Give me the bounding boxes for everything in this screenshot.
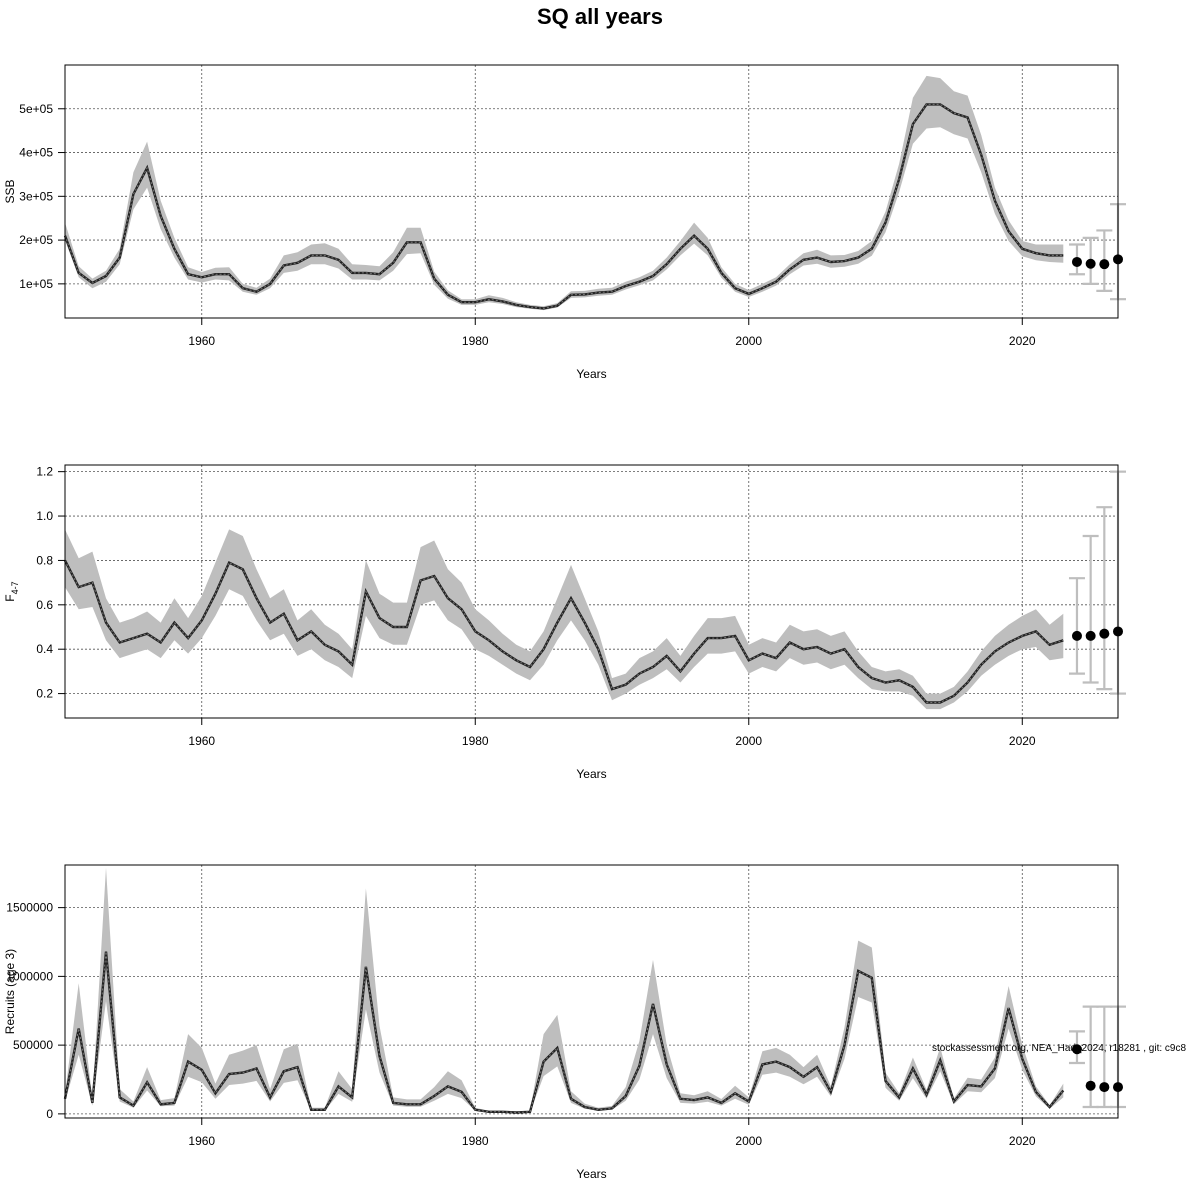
y-tick-label: 1.0 [36,509,53,523]
y-axis-title: Recruits (age 3) [3,949,17,1034]
y-tick-label: 1.2 [36,465,53,479]
forecast-point [1085,1080,1096,1091]
x-tick-label: 2020 [1009,1134,1036,1148]
panels: 1960 1980 2000 2020 1e+05 2e+05 3e+05 4e+05 5e+0… [3,64,1126,1181]
y-tick-label: 0.2 [36,687,53,701]
x-tick-label: 1980 [462,734,489,748]
x-tick-label: 2020 [1009,734,1036,748]
estimate-line-dots [64,103,1064,309]
forecast-point [1071,256,1082,267]
x-tick-label: 1960 [188,1134,215,1148]
y-tick-label: 2e+05 [19,233,53,247]
panel-1: 1960 1980 2000 2020 1e+05 2e+05 3e+05 4e+05 5e+0… [3,64,1126,381]
forecast-point [1085,630,1096,641]
x-tick-label: 1960 [188,734,215,748]
x-tick-label: 2000 [735,734,762,748]
y-tick-label: 1e+05 [19,277,53,291]
chart-title: SQ all years [537,4,663,29]
x-tick-label: 2000 [735,1134,762,1148]
estimate-line-dots [64,951,1064,1114]
y-axis-title: F4-7 [3,581,20,601]
forecast-point [1099,1082,1110,1093]
x-tick-label: 1980 [462,334,489,348]
x-axis-title: Years [576,1167,606,1181]
y-tick-label: 5e+05 [19,102,53,116]
forecast-point [1071,630,1082,641]
panel-2: 1960 1980 2000 2020 0.2 0.4 0.6 0.8 1.0 1.2 Years F… [3,464,1126,781]
confidence-band [65,529,1064,710]
x-tick-label: 1980 [462,1134,489,1148]
y-tick-label: 0 [46,1107,53,1121]
x-axis-title: Years [576,367,606,381]
y-axis-title: SSB [3,179,17,203]
confidence-band [65,75,1064,311]
plot-frame [64,64,1119,319]
y-tick-label: 0.8 [36,553,53,567]
footnote: stockassessment.org, NEA_Had_2024, r1828… [932,1043,1186,1054]
y-tick-label: 1000000 [6,969,53,983]
y-tick-label: 500000 [13,1038,53,1052]
forecast-point [1071,1044,1082,1055]
x-axis-title: Years [576,767,606,781]
x-tick-label: 2000 [735,334,762,348]
y-tick-label: 0.4 [36,642,53,656]
panel-3: 1960 1980 2000 2020 0 500000 1000000 1500000 Yea… [3,864,1126,1181]
y-tick-label: 4e+05 [19,146,53,160]
y-tick-label: 3e+05 [19,189,53,203]
y-tick-label: 1500000 [6,901,53,915]
y-axis-title-subscript: 4-7 [10,581,20,594]
forecast-point [1085,258,1096,269]
y-tick-label: 0.6 [36,598,53,612]
x-tick-label: 2020 [1009,334,1036,348]
plot-frame [64,464,1119,719]
x-tick-label: 1960 [188,334,215,348]
forecast-point [1099,259,1110,270]
forecast-point [1099,628,1110,639]
estimate-line-dots [64,560,1064,703]
plot-frame [64,864,1119,1119]
